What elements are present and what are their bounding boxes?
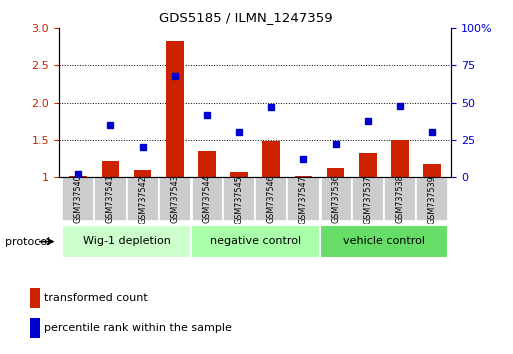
Bar [255,177,287,221]
Bar [94,177,127,221]
Bar [294,176,312,177]
Bar [166,41,184,177]
Text: GDS5185 / ILMN_1247359: GDS5185 / ILMN_1247359 [160,11,333,24]
Text: GSM737542: GSM737542 [138,175,147,223]
Bar [198,151,216,177]
Text: protocol: protocol [5,236,50,247]
Bar [62,225,191,258]
Bar [423,164,441,177]
Bar [359,153,377,177]
Bar [69,176,87,177]
Bar [384,177,416,221]
Bar [102,161,120,177]
Text: transformed count: transformed count [44,293,148,303]
Text: GSM737539: GSM737539 [428,175,437,223]
Text: negative control: negative control [210,236,301,246]
Bar [223,177,255,221]
Bar [30,288,40,308]
Text: GSM737540: GSM737540 [74,175,83,223]
Text: GSM737547: GSM737547 [299,175,308,223]
Bar [30,318,40,338]
Bar [327,168,345,177]
Text: percentile rank within the sample: percentile rank within the sample [44,323,232,333]
Text: vehicle control: vehicle control [343,236,425,246]
Bar [320,177,352,221]
Bar [320,225,448,258]
Text: GSM737541: GSM737541 [106,175,115,223]
Text: GSM737538: GSM737538 [396,175,404,223]
Bar [287,177,320,221]
Text: GSM737545: GSM737545 [234,175,244,223]
Bar [127,177,159,221]
Bar [416,177,448,221]
Bar [263,141,280,177]
Bar [159,177,191,221]
Bar [62,177,94,221]
Bar [134,170,151,177]
Text: GSM737544: GSM737544 [203,175,211,223]
Bar [391,140,409,177]
Text: GSM737546: GSM737546 [267,175,276,223]
Bar [230,172,248,177]
Bar [191,177,223,221]
Text: GSM737543: GSM737543 [170,175,180,223]
Text: Wig-1 depletion: Wig-1 depletion [83,236,170,246]
Bar [352,177,384,221]
Text: GSM737536: GSM737536 [331,175,340,223]
Bar [191,225,320,258]
Text: GSM737537: GSM737537 [363,175,372,223]
